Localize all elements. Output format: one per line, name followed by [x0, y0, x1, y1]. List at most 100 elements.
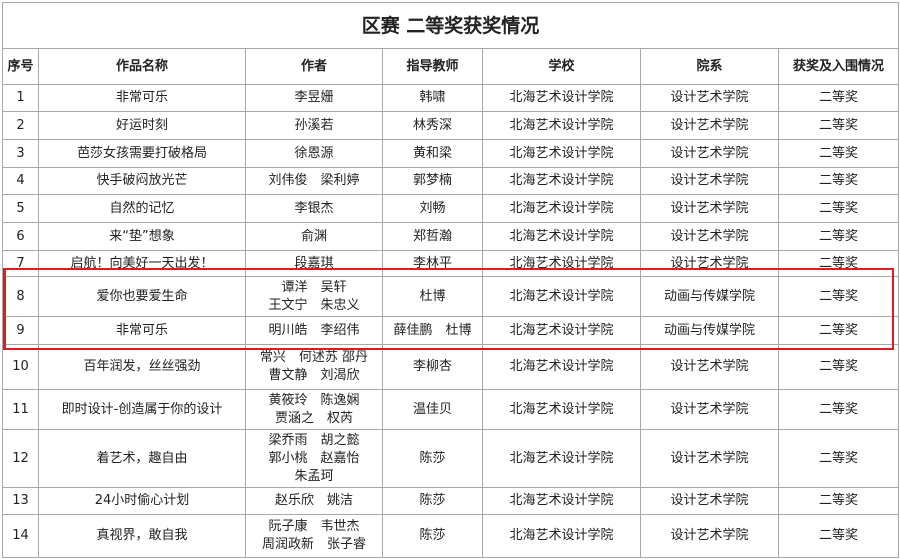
cell-work-title: 即时设计-创造属于你的设计 — [38, 389, 246, 430]
cell-advisor: 陈莎 — [382, 487, 483, 515]
cell-index: 5 — [2, 194, 39, 223]
cell-work-title: 百年润发，丝丝强劲 — [38, 344, 246, 390]
cell-department: 设计艺术学院 — [640, 429, 779, 488]
cell-school: 北海艺术设计学院 — [482, 222, 641, 251]
cell-authors: 李昱姗 — [245, 84, 383, 112]
cell-advisor: 薛佳鹏 杜博 — [382, 316, 483, 345]
cell-authors: 俞渊 — [245, 222, 383, 251]
cell-department: 设计艺术学院 — [640, 514, 779, 558]
cell-school: 北海艺术设计学院 — [482, 276, 641, 317]
cell-school: 北海艺术设计学院 — [482, 429, 641, 488]
cell-department: 设计艺术学院 — [640, 139, 779, 168]
cell-award: 二等奖 — [777, 167, 900, 195]
cell-authors: 刘伟俊 梁利婷 — [245, 167, 383, 195]
cell-department: 设计艺术学院 — [640, 194, 779, 223]
cell-authors: 赵乐欣 姚洁 — [245, 487, 383, 515]
cell-work-title: 好运时刻 — [38, 111, 246, 140]
cell-work-title: 芭莎女孩需要打破格局 — [38, 139, 246, 168]
cell-school: 北海艺术设计学院 — [482, 139, 641, 168]
table-title: 区赛 二等奖获奖情况 — [1, 2, 900, 49]
cell-index: 10 — [2, 344, 39, 390]
cell-index: 1 — [2, 84, 39, 112]
cell-authors: 孙溪若 — [245, 111, 383, 140]
cell-advisor: 韩啸 — [382, 84, 483, 112]
cell-award: 二等奖 — [777, 139, 900, 168]
cell-advisor: 郭梦楠 — [382, 167, 483, 195]
cell-index: 12 — [2, 429, 39, 488]
cell-award: 二等奖 — [777, 429, 900, 488]
header-work-title: 作品名称 — [38, 48, 246, 85]
cell-work-title: 爱你也要爱生命 — [38, 276, 246, 317]
cell-work-title: 启航！向美好一天出发！ — [38, 250, 246, 277]
cell-authors: 徐恩源 — [245, 139, 383, 168]
table-row: 11 即时设计-创造属于你的设计 黄筱玲 陈逸娴 贾涵之 权芮 温佳贝 北海艺术设计学院… — [2, 389, 900, 430]
cell-advisor: 郑哲瀚 — [382, 222, 483, 251]
cell-award: 二等奖 — [777, 194, 900, 223]
cell-school: 北海艺术设计学院 — [482, 514, 641, 558]
cell-work-title: 着艺术，趣自由 — [38, 429, 246, 488]
cell-authors: 阮子康 韦世杰 周润政新 张子睿 — [245, 514, 383, 558]
table-row: 7 启航！向美好一天出发！ 段嘉琪 李林平 北海艺术设计学院 设计艺术学院 二等奖 — [2, 250, 900, 277]
table-row: 9 非常可乐 明川皓 李绍伟 薛佳鹏 杜博 北海艺术设计学院 动画与传媒学院 二等奖 — [2, 316, 900, 345]
header-index: 序号 — [2, 48, 39, 85]
cell-department: 设计艺术学院 — [640, 84, 779, 112]
cell-advisor: 李林平 — [382, 250, 483, 277]
cell-advisor: 林秀深 — [382, 111, 483, 140]
cell-work-title: 非常可乐 — [38, 316, 246, 345]
table-row: 12 着艺术，趣自由 梁乔雨 胡之懿 郭小桃 赵嘉怡 朱孟珂 陈莎 北海艺术设计学院 设计… — [2, 429, 900, 488]
header-authors: 作者 — [245, 48, 383, 85]
cell-index: 6 — [2, 222, 39, 251]
header-department: 院系 — [640, 48, 779, 85]
cell-department: 设计艺术学院 — [640, 344, 779, 390]
cell-school: 北海艺术设计学院 — [482, 344, 641, 390]
cell-school: 北海艺术设计学院 — [482, 111, 641, 140]
cell-advisor: 刘畅 — [382, 194, 483, 223]
cell-work-title: 非常可乐 — [38, 84, 246, 112]
cell-department: 设计艺术学院 — [640, 250, 779, 277]
cell-award: 二等奖 — [777, 514, 900, 558]
header-advisor: 指导教师 — [382, 48, 483, 85]
table-row: 5 自然的记忆 李银杰 刘畅 北海艺术设计学院 设计艺术学院 二等奖 — [2, 194, 900, 223]
cell-authors: 常兴 何述苏 邵丹 曹文静 刘渴欣 — [245, 344, 383, 390]
table-row: 8 爱你也要爱生命 谭洋 吴轩 王文宁 朱忠义 杜博 北海艺术设计学院 动画与传媒学院 二等… — [2, 276, 900, 317]
header-row: 序号 作品名称 作者 指导教师 学校 院系 获奖及入围情况 — [2, 48, 900, 85]
cell-department: 设计艺术学院 — [640, 487, 779, 515]
cell-work-title: 自然的记忆 — [38, 194, 246, 223]
cell-department: 设计艺术学院 — [640, 389, 779, 430]
cell-advisor: 陈莎 — [382, 514, 483, 558]
cell-award: 二等奖 — [777, 111, 900, 140]
cell-award: 二等奖 — [777, 344, 900, 390]
cell-authors: 谭洋 吴轩 王文宁 朱忠义 — [245, 276, 383, 317]
cell-advisor: 温佳贝 — [382, 389, 483, 430]
cell-school: 北海艺术设计学院 — [482, 316, 641, 345]
table-row: 14 真视界，敢自我 阮子康 韦世杰 周润政新 张子睿 陈莎 北海艺术设计学院 设计艺术学… — [2, 514, 900, 558]
cell-index: 2 — [2, 111, 39, 140]
cell-award: 二等奖 — [777, 276, 900, 317]
cell-school: 北海艺术设计学院 — [482, 84, 641, 112]
cell-award: 二等奖 — [777, 389, 900, 430]
cell-index: 11 — [2, 389, 39, 430]
header-school: 学校 — [482, 48, 641, 85]
cell-award: 二等奖 — [777, 84, 900, 112]
cell-advisor: 陈莎 — [382, 429, 483, 488]
cell-index: 4 — [2, 167, 39, 195]
cell-school: 北海艺术设计学院 — [482, 167, 641, 195]
cell-authors: 黄筱玲 陈逸娴 贾涵之 权芮 — [245, 389, 383, 430]
table-row: 2 好运时刻 孙溪若 林秀深 北海艺术设计学院 设计艺术学院 二等奖 — [2, 111, 900, 140]
cell-authors: 段嘉琪 — [245, 250, 383, 277]
cell-department: 动画与传媒学院 — [640, 276, 779, 317]
cell-work-title: 24小时偷心计划 — [38, 487, 246, 515]
cell-index: 3 — [2, 139, 39, 168]
cell-work-title: 来“垫”想象 — [38, 222, 246, 251]
cell-department: 设计艺术学院 — [640, 167, 779, 195]
cell-school: 北海艺术设计学院 — [482, 487, 641, 515]
cell-award: 二等奖 — [777, 487, 900, 515]
cell-award: 二等奖 — [777, 316, 900, 345]
cell-advisor: 李柳杏 — [382, 344, 483, 390]
cell-index: 14 — [2, 514, 39, 558]
table-row: 13 24小时偷心计划 赵乐欣 姚洁 陈莎 北海艺术设计学院 设计艺术学院 二等奖 — [2, 487, 900, 515]
table-row: 3 芭莎女孩需要打破格局 徐恩源 黄和梁 北海艺术设计学院 设计艺术学院 二等奖 — [2, 139, 900, 168]
title-row: 区赛 二等奖获奖情况 — [1, 2, 900, 49]
cell-department: 动画与传媒学院 — [640, 316, 779, 345]
